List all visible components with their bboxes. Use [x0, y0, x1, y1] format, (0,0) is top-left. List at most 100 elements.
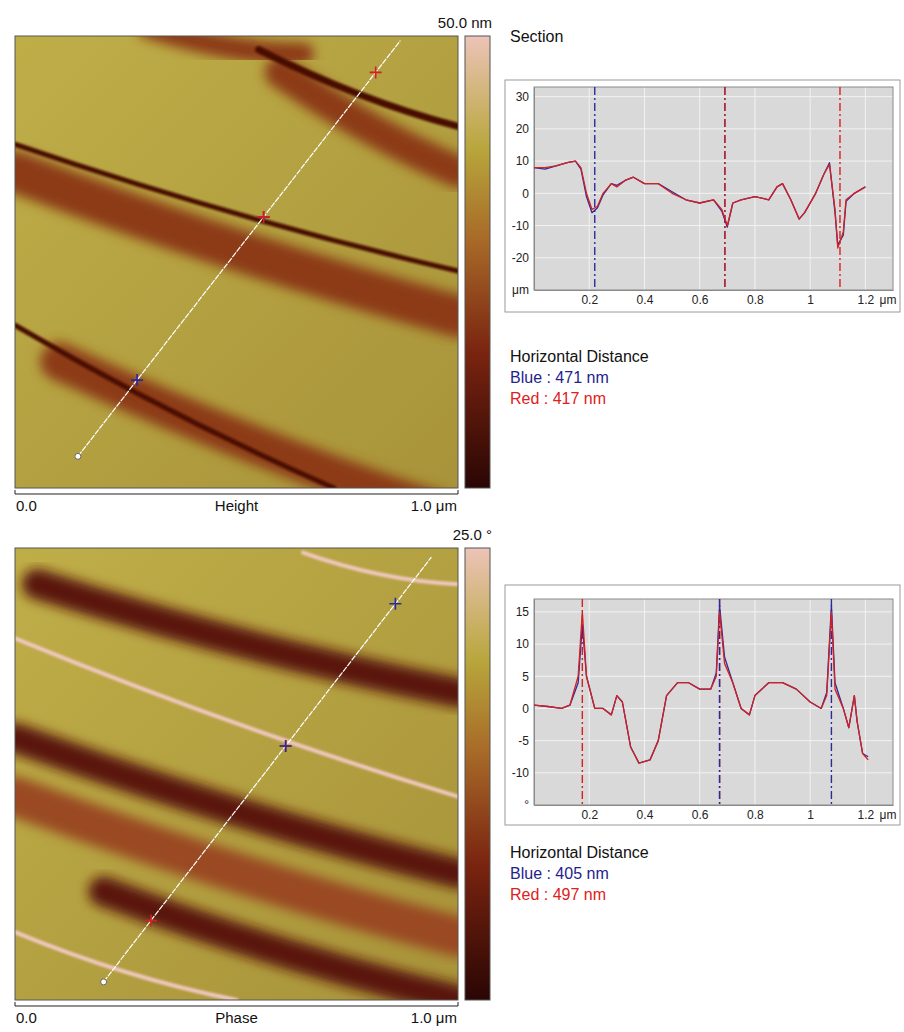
y-axis: μm-20-100102030 — [512, 88, 535, 298]
cursor-cross — [280, 740, 292, 752]
distance-readout: Red : 417 nm — [510, 390, 606, 407]
x-axis: 0.20.40.60.811.2μm — [535, 805, 897, 822]
y-tick-label: 0 — [522, 702, 529, 716]
grid-line-y — [534, 161, 893, 162]
plot-data — [534, 599, 868, 805]
grid-line-y — [534, 740, 893, 741]
x-tick-label: 1 — [807, 293, 814, 307]
x-tick-label: 0.8 — [747, 293, 764, 307]
cursor-cross — [131, 374, 143, 386]
grid-line-x — [754, 599, 755, 805]
x-tick-label: 0.6 — [692, 808, 709, 822]
y-tick: 10 — [516, 154, 534, 168]
image-band — [37, 584, 458, 692]
y-tick-label: 5 — [522, 670, 529, 684]
grid-line-y — [534, 257, 893, 258]
y-tick-label: ° — [524, 798, 529, 812]
image-band — [303, 553, 458, 585]
x-axis: 0.20.40.60.811.2μm — [535, 290, 897, 307]
cursor-cross — [258, 211, 270, 223]
image-band — [15, 932, 237, 1000]
x-tick: 0.8 — [747, 805, 764, 822]
grid-line-y — [534, 128, 893, 129]
color-bar — [465, 548, 490, 1000]
y-tick-label: -20 — [512, 251, 530, 265]
section-chart: 0.20.40.60.811.2μmμm-20-100102030Horizon… — [505, 80, 900, 407]
y-axis: °-10-5051015 — [512, 600, 535, 813]
plot-background — [534, 599, 893, 805]
y-tick: ° — [524, 798, 534, 812]
x-tick: μm — [880, 290, 897, 307]
grid-line-x — [810, 87, 811, 290]
y-tick: 30 — [516, 90, 534, 104]
section-start — [75, 453, 81, 459]
image-texture — [15, 548, 458, 1000]
grid-line-y — [534, 772, 893, 773]
y-tick-label: 15 — [516, 605, 530, 619]
profile-line — [534, 612, 868, 763]
y-tick: μm — [512, 283, 534, 297]
section-chart: 0.20.40.60.811.2μm°-10-5051015Horizontal… — [505, 585, 900, 903]
x-tick: 1.2 — [858, 290, 875, 307]
x-tick-label: μm — [880, 293, 897, 307]
color-bar — [465, 36, 490, 488]
x-tick: 1 — [807, 290, 814, 307]
distance-readout: Blue : 405 nm — [510, 865, 609, 882]
grid-line-x — [589, 599, 590, 805]
image-axis-line — [15, 1002, 458, 1006]
x-tick-label: μm — [880, 808, 897, 822]
image-frame — [15, 36, 458, 488]
y-tick-label: 20 — [516, 122, 530, 136]
x-tick: μm — [880, 805, 897, 822]
image-axis-end: 1.0 μm — [411, 497, 457, 514]
x-tick: 0.4 — [637, 805, 654, 822]
distance-readout: Blue : 471 nm — [510, 369, 609, 386]
color-bar-label: 25.0 ° — [453, 526, 492, 543]
section-heading: Section — [510, 28, 563, 45]
y-tick: 10 — [516, 637, 534, 651]
section-line — [78, 41, 401, 457]
image-band — [15, 144, 458, 271]
x-tick-label: 0.4 — [637, 293, 654, 307]
grid-line-y — [534, 193, 893, 194]
image-band — [259, 50, 458, 127]
y-tick-label: 30 — [516, 90, 530, 104]
image-axis-end: 1.0 μm — [411, 1009, 457, 1026]
y-tick: 20 — [516, 122, 534, 136]
image-frame — [15, 548, 458, 1000]
grid-line-y — [534, 225, 893, 226]
x-tick-label: 0.4 — [637, 808, 654, 822]
grid-line-y — [534, 708, 893, 709]
x-tick-label: 1.2 — [858, 808, 875, 822]
afm-image: 50.0 nm0.0Height1.0 μm — [15, 14, 492, 514]
y-tick-label: -5 — [518, 734, 529, 748]
y-tick-label: 10 — [516, 154, 530, 168]
grid-line-y — [534, 676, 893, 677]
y-tick: 5 — [522, 670, 534, 684]
grid-line-x — [754, 87, 755, 290]
image-axis-line — [15, 490, 458, 494]
grid-line-y — [534, 644, 893, 645]
y-tick: -5 — [518, 734, 534, 748]
grid-line-y — [534, 96, 893, 97]
cursor-line — [594, 87, 595, 290]
plot-data — [534, 87, 865, 290]
image-title: Height — [215, 497, 259, 514]
cursor-cross — [145, 914, 157, 926]
y-tick: -20 — [512, 251, 534, 265]
grid-line-y — [534, 611, 893, 612]
distance-heading: Horizontal Distance — [510, 844, 649, 861]
distance-readout: Red : 497 nm — [510, 886, 606, 903]
cursor-cross — [258, 211, 270, 223]
image-texture — [15, 36, 458, 488]
section-line — [104, 557, 432, 982]
cursor-line — [839, 87, 840, 290]
image-background — [15, 548, 458, 1000]
plot-frame — [534, 87, 893, 290]
grid-line-x — [644, 599, 645, 805]
x-tick: 0.6 — [692, 290, 709, 307]
image-band — [148, 36, 303, 54]
x-tick-label: 1.2 — [858, 293, 875, 307]
image-band — [15, 172, 458, 317]
image-axis-start: 0.0 — [16, 497, 37, 514]
